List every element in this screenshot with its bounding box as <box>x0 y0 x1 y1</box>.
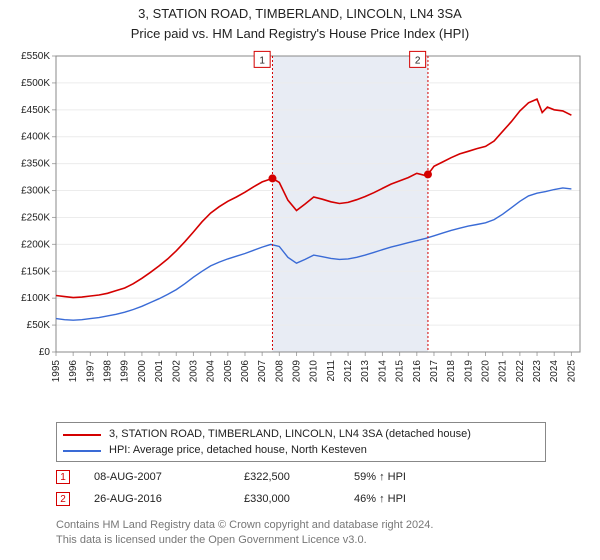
sale-markers-table: 1 08-AUG-2007 £322,500 59% ↑ HPI 2 26-AUG-201… <box>56 466 546 510</box>
x-tick-label: 1999 <box>120 360 131 383</box>
x-tick-label: 2022 <box>515 360 526 383</box>
x-tick-label: 1995 <box>51 360 62 383</box>
footer-line-2: This data is licensed under the Open Gov… <box>56 533 580 548</box>
attribution-footer: Contains HM Land Registry data © Crown c… <box>56 518 580 548</box>
x-tick-label: 1996 <box>68 360 79 383</box>
marker-delta: 59% ↑ HPI <box>354 471 546 483</box>
x-tick-label: 1998 <box>103 360 114 383</box>
legend-label: 3, STATION ROAD, TIMBERLAND, LINCOLN, LN… <box>109 427 471 443</box>
x-tick-label: 2023 <box>532 360 543 383</box>
marker-price: £330,000 <box>244 493 344 505</box>
shaded-region <box>272 56 427 352</box>
x-tick-label: 2015 <box>395 360 406 383</box>
x-tick-label: 2020 <box>481 360 492 383</box>
y-tick-label: £350K <box>21 159 50 170</box>
x-tick-label: 2018 <box>446 360 457 383</box>
x-tick-label: 1997 <box>85 360 96 383</box>
x-tick-label: 2002 <box>171 360 182 383</box>
y-tick-label: £150K <box>21 266 50 277</box>
legend: 3, STATION ROAD, TIMBERLAND, LINCOLN, LN… <box>56 422 546 462</box>
marker-row: 1 08-AUG-2007 £322,500 59% ↑ HPI <box>56 466 546 488</box>
y-tick-label: £500K <box>21 78 50 89</box>
y-tick-label: £100K <box>21 293 50 304</box>
legend-swatch <box>63 450 101 452</box>
y-tick-label: £550K <box>21 51 50 62</box>
x-tick-label: 2014 <box>377 360 388 383</box>
legend-swatch <box>63 434 101 436</box>
x-tick-label: 2000 <box>137 360 148 383</box>
x-tick-label: 2004 <box>206 360 217 383</box>
y-tick-label: £200K <box>21 239 50 250</box>
x-tick-label: 2019 <box>463 360 474 383</box>
marker-ref-number: 2 <box>415 55 421 66</box>
x-tick-label: 2024 <box>549 360 560 383</box>
x-tick-label: 2011 <box>326 360 337 382</box>
marker-date: 26-AUG-2016 <box>94 493 234 505</box>
marker-badge: 2 <box>56 492 70 506</box>
y-tick-label: £400K <box>21 132 50 143</box>
x-tick-label: 2001 <box>154 360 165 383</box>
x-tick-label: 2013 <box>360 360 371 383</box>
x-tick-label: 2016 <box>412 360 423 383</box>
x-tick-label: 2021 <box>498 360 509 383</box>
x-tick-label: 2025 <box>566 360 577 383</box>
marker-delta: 46% ↑ HPI <box>354 493 546 505</box>
sale-point <box>424 170 432 178</box>
x-tick-label: 2007 <box>257 360 268 383</box>
legend-row: 3, STATION ROAD, TIMBERLAND, LINCOLN, LN… <box>63 427 539 443</box>
footer-line-1: Contains HM Land Registry data © Crown c… <box>56 518 580 533</box>
y-tick-label: £300K <box>21 186 50 197</box>
marker-date: 08-AUG-2007 <box>94 471 234 483</box>
x-tick-label: 2005 <box>223 360 234 383</box>
x-tick-label: 2009 <box>292 360 303 383</box>
marker-badge: 1 <box>56 470 70 484</box>
x-tick-label: 2006 <box>240 360 251 383</box>
marker-price: £322,500 <box>244 471 344 483</box>
x-tick-label: 2010 <box>309 360 320 383</box>
x-tick-label: 2012 <box>343 360 354 383</box>
x-tick-label: 2008 <box>274 360 285 383</box>
chart-title: 3, STATION ROAD, TIMBERLAND, LINCOLN, LN… <box>0 6 600 21</box>
y-tick-label: £0 <box>39 347 51 358</box>
y-tick-label: £450K <box>21 105 50 116</box>
legend-row: HPI: Average price, detached house, Nort… <box>63 443 539 459</box>
y-tick-label: £50K <box>27 320 51 331</box>
chart-subtitle: Price paid vs. HM Land Registry's House … <box>0 26 600 41</box>
legend-label: HPI: Average price, detached house, Nort… <box>109 443 367 459</box>
marker-row: 2 26-AUG-2016 £330,000 46% ↑ HPI <box>56 488 546 510</box>
x-tick-label: 2003 <box>188 360 199 383</box>
y-tick-label: £250K <box>21 212 50 223</box>
sale-point <box>268 174 276 182</box>
x-tick-label: 2017 <box>429 360 440 383</box>
chart-area: £0 £50K £100K £150K £200K £250K £300K £350K £400… <box>0 46 600 416</box>
marker-ref-number: 1 <box>259 55 265 66</box>
